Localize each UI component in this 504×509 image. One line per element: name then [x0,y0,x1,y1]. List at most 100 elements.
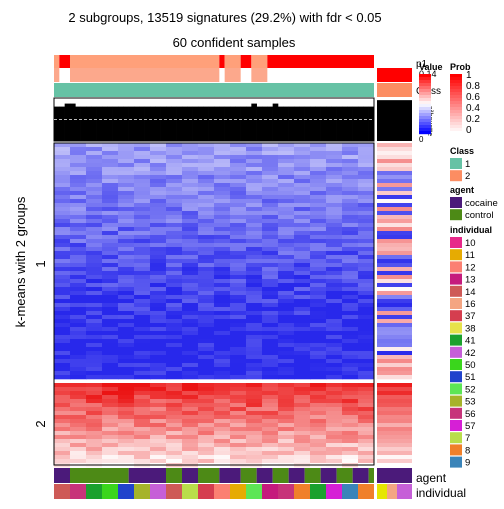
heatmap-cell-group2 [377,219,412,224]
heatmap-cell [326,383,343,388]
heatmap-cell [166,343,183,348]
heatmap-cell [182,215,199,220]
heatmap-cell [246,315,263,320]
heatmap-cell [358,279,375,284]
heatmap-cell-group2 [377,167,412,172]
heatmap-cell [326,311,343,316]
heatmap-cell [166,391,183,396]
heatmap-cell [70,187,87,192]
heatmap-cell [246,231,263,236]
heatmap-cell [182,251,199,256]
heatmap-cell [358,227,375,232]
heatmap-cell [150,315,167,320]
heatmap-cell [214,231,231,236]
prob-legend-tick: 0.8 [466,81,480,92]
silhouette-bar [96,106,103,141]
value-legend-swatch [419,128,431,132]
heatmap-cell [214,279,231,284]
heatmap-cell [342,239,359,244]
heatmap-cell [326,183,343,188]
heatmap-cell [214,239,231,244]
heatmap-cell [246,171,263,176]
heatmap-cell [310,335,327,340]
heatmap-cell [198,243,215,248]
heatmap-cell [358,323,375,328]
heatmap-cell [230,239,247,244]
heatmap-cell-group2 [377,367,412,372]
heatmap-cell [326,187,343,192]
heatmap-cell [118,219,135,224]
heatmap-cell [166,395,183,400]
heatmap-cell [182,255,199,260]
heatmap-cell [134,195,151,200]
heatmap-cell [198,287,215,292]
agent-legend-label: cocaine [465,198,498,209]
heatmap-cell [102,383,119,388]
heatmap-cell [342,203,359,208]
heatmap-cell [294,431,311,436]
heatmap-cell [310,411,327,416]
heatmap-cell [70,259,87,264]
heatmap-cell [166,383,183,388]
heatmap-cell [150,175,167,180]
heatmap-cell [214,159,231,164]
heatmap-cell [166,243,183,248]
heatmap-cell [214,227,231,232]
heatmap-cell [150,167,167,172]
heatmap-cell [198,227,215,232]
individual-legend-swatch [450,420,462,431]
heatmap-cell [214,207,231,212]
heatmap-cell [358,287,375,292]
prob-legend-swatch [450,122,462,126]
heatmap-cell [246,415,263,420]
heatmap-cell [118,287,135,292]
heatmap-cell [182,283,199,288]
heatmap-cell [150,207,167,212]
individual-legend-swatch [450,261,462,273]
heatmap-cell [230,219,247,224]
heatmap-cell [326,343,343,348]
heatmap-cell [342,339,359,344]
heatmap-cell [358,343,375,348]
heatmap-cell [70,355,87,360]
heatmap-cell [326,251,343,256]
heatmap-cell [310,187,327,192]
row-group-label-1: 1 [33,260,48,267]
heatmap-cell [102,319,119,324]
heatmap-cell [326,267,343,272]
heatmap-cell [134,283,151,288]
heatmap-cell [214,315,231,320]
heatmap-cell [150,183,167,188]
prob-legend-swatch [450,113,462,117]
heatmap-cell [166,339,183,344]
heatmap-cell [182,391,199,396]
heatmap-cell [134,287,151,292]
heatmap-cell [358,419,375,424]
heatmap-cell [230,259,247,264]
heatmap-cell [310,415,327,420]
heatmap-cell [310,267,327,272]
heatmap-cell [278,347,295,352]
individual-legend-swatch [450,359,462,370]
heatmap-cell [182,271,199,276]
individual-cell [70,484,86,499]
heatmap-cell [326,427,343,432]
heatmap-cell [310,163,327,168]
heatmap-cell [342,359,359,364]
heatmap-cell [310,167,327,172]
heatmap-cell [342,371,359,376]
heatmap-cell [326,295,343,300]
heatmap-cell [278,423,295,428]
heatmap-cell [86,283,103,288]
heatmap-cell [134,279,151,284]
heatmap-cell [214,419,231,424]
heatmap-cell [150,195,167,200]
heatmap-cell [262,167,279,172]
individual-legend-label: 9 [465,458,470,469]
heatmap-cell [150,219,167,224]
heatmap-cell [182,275,199,280]
heatmap-cell [166,203,183,208]
heatmap-cell [342,423,359,428]
heatmap-cell [278,239,295,244]
heatmap-cell [294,439,311,444]
